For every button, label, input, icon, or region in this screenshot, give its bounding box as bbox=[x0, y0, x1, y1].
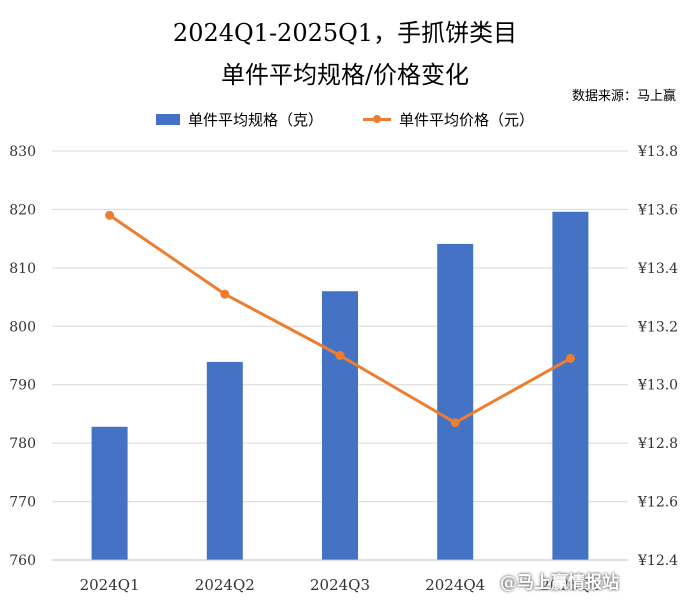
legend-item-line: 单件平均价格（元） bbox=[363, 109, 534, 130]
x-tick-label: 2024Q2 bbox=[195, 576, 255, 594]
chart-title-line2: 单件平均规格/价格变化 bbox=[220, 61, 470, 89]
y-right-tick-label: ¥13.4 bbox=[637, 261, 678, 277]
y-left-tick-label: 820 bbox=[9, 202, 36, 218]
price-point bbox=[335, 351, 345, 360]
price-point bbox=[105, 210, 115, 220]
x-tick-label: 2024Q4 bbox=[425, 576, 485, 594]
legend-line-label: 单件平均价格（元） bbox=[399, 110, 535, 129]
chart-legend: 单件平均规格（克） 单件平均价格（元） bbox=[0, 106, 690, 132]
y-right-tick-label: ¥12.6 bbox=[637, 495, 678, 511]
price-point bbox=[450, 418, 460, 428]
x-tick-label: 2024Q3 bbox=[310, 576, 370, 594]
y-right-tick-label: ¥13.8 bbox=[637, 144, 678, 160]
y-left-tick-label: 800 bbox=[9, 319, 36, 335]
legend-line-swatch bbox=[363, 113, 391, 125]
y-right-tick-label: ¥13.6 bbox=[637, 202, 678, 218]
bar bbox=[322, 291, 358, 560]
legend-bar-label: 单件平均规格（克） bbox=[187, 110, 323, 129]
price-point bbox=[220, 289, 230, 299]
bar bbox=[437, 243, 474, 560]
y-right-tick-label: ¥12.8 bbox=[637, 436, 678, 452]
y-left-tick-label: 770 bbox=[9, 495, 36, 511]
x-tick-label: 2025Q1 bbox=[540, 576, 600, 594]
y-left-tick-label: 810 bbox=[9, 261, 36, 277]
price-point bbox=[565, 353, 575, 363]
data-source-note: 数据来源：马上赢 bbox=[571, 89, 676, 104]
y-left-tick-label: 780 bbox=[9, 436, 36, 452]
y-right-tick-label: ¥13.0 bbox=[637, 378, 678, 394]
legend-item-bar: 单件平均规格（克） bbox=[155, 109, 323, 130]
y-left-tick-label: 790 bbox=[9, 378, 36, 394]
x-tick-label: 2024Q1 bbox=[80, 576, 140, 594]
y-right-tick-label: ¥12.4 bbox=[637, 553, 678, 569]
chart-title-line1: 2024Q1-2025Q1，手抓饼类目 bbox=[172, 19, 518, 47]
bar bbox=[552, 211, 589, 560]
bar bbox=[206, 361, 243, 560]
watermark-text: @马上赢情报站 bbox=[500, 573, 619, 593]
legend-bar-swatch bbox=[155, 113, 180, 125]
y-right-tick-label: ¥13.2 bbox=[637, 319, 678, 335]
bar bbox=[91, 426, 128, 560]
y-left-tick-label: 830 bbox=[9, 144, 36, 160]
y-left-tick-label: 760 bbox=[9, 553, 36, 569]
